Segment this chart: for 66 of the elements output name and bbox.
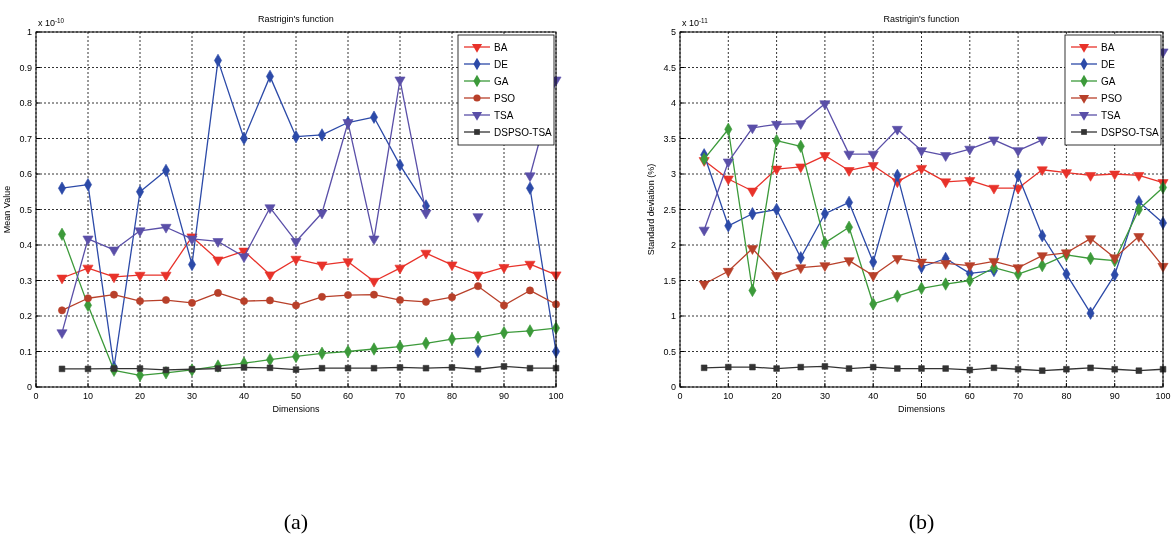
text: x 10$^{-10}$ xyxy=(38,16,65,28)
y-tick-label: 3.5 xyxy=(663,133,676,144)
x-tick-label: 80 xyxy=(446,391,458,401)
x-tick-label: 30 xyxy=(819,391,830,401)
x-tick-label: 20 xyxy=(134,391,146,401)
y-tick-label: 0 xyxy=(670,382,676,392)
x-tick-label: 90 xyxy=(498,391,510,401)
x-tick-label: 70 xyxy=(394,391,406,401)
legend-label: TSA xyxy=(1101,110,1121,121)
legend-label: TSA xyxy=(494,110,514,121)
y-tick-label: 1 xyxy=(26,27,32,37)
x-tick-label: 60 xyxy=(964,391,975,401)
legend-label: PSO xyxy=(1101,93,1123,104)
y-tick-label: 0.9 xyxy=(19,62,32,73)
legend-label: DSPSO-TSA xyxy=(494,127,553,138)
y-tick-label: 5 xyxy=(670,27,676,37)
legend-label: DSPSO-TSA xyxy=(1101,127,1160,138)
legend-label: DE xyxy=(494,59,509,70)
x-tick-label: 10 xyxy=(82,391,94,401)
legend-label: BA xyxy=(1101,42,1115,53)
x-axis-title: Dimensions xyxy=(897,404,946,414)
y-tick-label: 0.1 xyxy=(19,346,32,357)
x-tick-label: 70 xyxy=(1013,391,1024,401)
y-tick-label: 2 xyxy=(670,240,676,250)
text: x 10$^{-11}$ xyxy=(682,16,709,28)
x-axis-title: Dimensions xyxy=(272,404,320,414)
legend-label: GA xyxy=(494,76,509,87)
x-tick-label: 40 xyxy=(238,391,250,401)
y-tick-label: 2.5 xyxy=(663,204,676,215)
x-tick-label: 60 xyxy=(342,391,354,401)
y-tick-label: 0.2 xyxy=(19,311,32,321)
legend-label: GA xyxy=(1101,76,1116,87)
x-tick-label: 90 xyxy=(1109,391,1120,401)
x-tick-label: 40 xyxy=(868,391,879,401)
chart-title: Rastrigin's function xyxy=(258,14,334,24)
chart-title: Rastrigin's function xyxy=(883,14,960,24)
y-axis-title: Mean Value xyxy=(2,185,12,234)
y-tick-label: 0.7 xyxy=(19,133,32,144)
x-tick-label: 0 xyxy=(33,391,39,401)
x-tick-label: 10 xyxy=(723,391,734,401)
x-tick-label: 50 xyxy=(290,391,302,401)
text: (a) xyxy=(283,509,309,534)
y-tick-label: 0.8 xyxy=(19,98,32,108)
x-tick-label: 100 xyxy=(548,391,564,401)
y-tick-label: 0.5 xyxy=(663,346,676,357)
y-tick-label: 0.5 xyxy=(19,204,32,215)
y-axis-title: Standard deviation (%) xyxy=(646,163,656,256)
legend-label: BA xyxy=(494,42,508,53)
y-tick-label: 4 xyxy=(670,98,676,108)
x-tick-label: 100 xyxy=(1155,391,1171,401)
y-tick-label: 4.5 xyxy=(663,62,676,73)
y-tick-label: 1.5 xyxy=(663,275,676,286)
text: (b) xyxy=(908,509,935,534)
legend-label: DE xyxy=(1101,59,1116,70)
x-tick-label: 0 xyxy=(677,391,683,401)
y-tick-label: 3 xyxy=(670,169,676,179)
x-tick-label: 30 xyxy=(186,391,198,401)
x-tick-label: 20 xyxy=(771,391,782,401)
y-tick-label: 0.4 xyxy=(19,240,32,250)
y-tick-label: 0.6 xyxy=(19,169,32,179)
x-tick-label: 50 xyxy=(916,391,927,401)
x-tick-label: 80 xyxy=(1061,391,1072,401)
y-tick-label: 1 xyxy=(670,311,676,321)
legend-label: PSO xyxy=(494,93,516,104)
y-tick-label: 0.3 xyxy=(19,275,32,286)
y-tick-label: 0 xyxy=(26,382,32,392)
